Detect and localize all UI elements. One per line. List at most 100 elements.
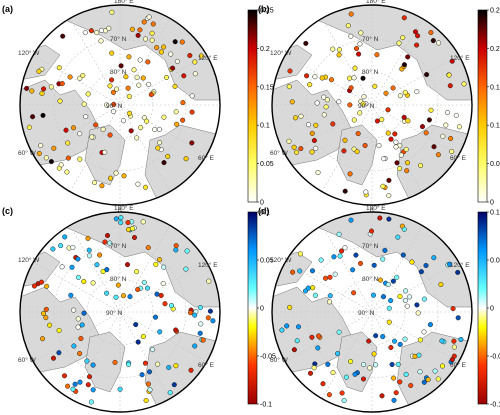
station-marker [77, 156, 83, 162]
station-marker [372, 83, 378, 89]
station-marker [80, 72, 86, 79]
station-marker [162, 301, 168, 307]
station-marker [376, 143, 382, 149]
station-marker [81, 278, 87, 285]
colorbar-tick-label: 0.1 [490, 123, 500, 130]
station-marker [165, 153, 171, 159]
station-marker [351, 75, 357, 81]
station-marker [393, 139, 399, 145]
land-layer [20, 212, 220, 412]
station-marker [77, 131, 83, 137]
longitude-label: 60° E [450, 361, 467, 369]
station-marker [417, 337, 423, 343]
station-marker [382, 247, 388, 253]
station-marker [380, 334, 386, 340]
station-marker [402, 89, 408, 95]
latitude-label: 80° N [362, 275, 379, 283]
station-marker [145, 245, 151, 251]
station-marker [75, 316, 81, 322]
colorbar-a: 0.25 0.2 0.15 0.1 0.05 0 [247, 8, 274, 207]
station-marker [107, 132, 113, 138]
station-marker [125, 361, 132, 367]
station-marker [297, 268, 303, 274]
station-marker [403, 288, 409, 294]
longitude-label: 60° W [18, 356, 37, 364]
station-marker [39, 336, 46, 342]
station-marker [140, 219, 146, 225]
station-marker [287, 304, 293, 310]
station-marker [403, 371, 409, 377]
station-marker [345, 23, 351, 29]
station-marker [161, 160, 167, 166]
station-marker [70, 125, 77, 131]
station-marker [207, 308, 213, 314]
station-marker [458, 336, 464, 343]
station-marker [394, 274, 400, 280]
station-marker [361, 94, 367, 100]
station-marker [149, 30, 155, 36]
station-marker [342, 245, 348, 251]
station-marker [397, 341, 403, 347]
station-marker [439, 363, 446, 369]
station-marker [401, 226, 407, 232]
station-marker [405, 118, 411, 124]
land-layer [272, 5, 472, 205]
station-marker [86, 247, 92, 253]
station-marker [424, 72, 430, 78]
station-marker [48, 84, 54, 90]
station-marker [57, 98, 63, 104]
latitude-label: 70° N [110, 35, 127, 43]
station-marker [393, 144, 399, 150]
station-marker [148, 92, 154, 98]
station-marker [187, 52, 193, 59]
station-marker [64, 169, 70, 175]
map-boundary [271, 4, 473, 206]
station-marker [98, 38, 104, 44]
station-marker [423, 262, 429, 269]
station-marker [189, 140, 195, 146]
station-marker [379, 393, 385, 399]
graticule [20, 5, 220, 205]
station-marker [408, 382, 414, 389]
station-marker [197, 305, 203, 311]
station-marker [118, 63, 124, 69]
station-marker [154, 291, 160, 297]
station-marker [360, 101, 366, 107]
station-marker [174, 58, 180, 64]
station-marker [38, 142, 44, 149]
station-marker [336, 52, 342, 58]
station-marker [170, 65, 176, 71]
station-marker [453, 112, 459, 118]
colorbar-tick-label: 0.05 [260, 161, 274, 168]
station-marker [315, 345, 321, 351]
station-marker [373, 362, 379, 368]
station-marker [144, 118, 150, 124]
station-marker [287, 68, 293, 74]
station-marker [50, 246, 56, 252]
station-marker [113, 216, 119, 222]
colorbar-c: 0.1 0.05 0 -0.05 -0.1 [247, 210, 276, 409]
station-marker [412, 353, 418, 359]
station-marker [295, 324, 302, 330]
station-marker [58, 243, 64, 249]
colorbar-b: 0.25 0.2 0.15 0.1 0.05 0 [477, 8, 500, 207]
latitude-label: 70° N [110, 242, 127, 250]
station-marker [188, 367, 194, 373]
station-marker [43, 155, 49, 161]
station-marker [198, 53, 204, 59]
station-marker [94, 262, 100, 268]
station-marker [36, 68, 42, 74]
station-marker [321, 94, 327, 100]
map-panel-c: 70° N 80° N 90° N 180° E 120° W 120° E 60° W 60… [2, 204, 276, 413]
station-marker [417, 369, 423, 375]
station-marker [24, 85, 30, 91]
map-panel-d: 70° N 80° N 90° N 180° E 120° W 120° E 60° W 60… [258, 204, 500, 413]
station-marker [353, 45, 360, 52]
station-marker [100, 126, 106, 132]
station-marker [128, 128, 134, 134]
station-marker [179, 39, 185, 45]
station-marker [404, 160, 411, 166]
station-marker [166, 364, 172, 371]
station-marker [43, 315, 49, 321]
station-marker [38, 279, 45, 285]
